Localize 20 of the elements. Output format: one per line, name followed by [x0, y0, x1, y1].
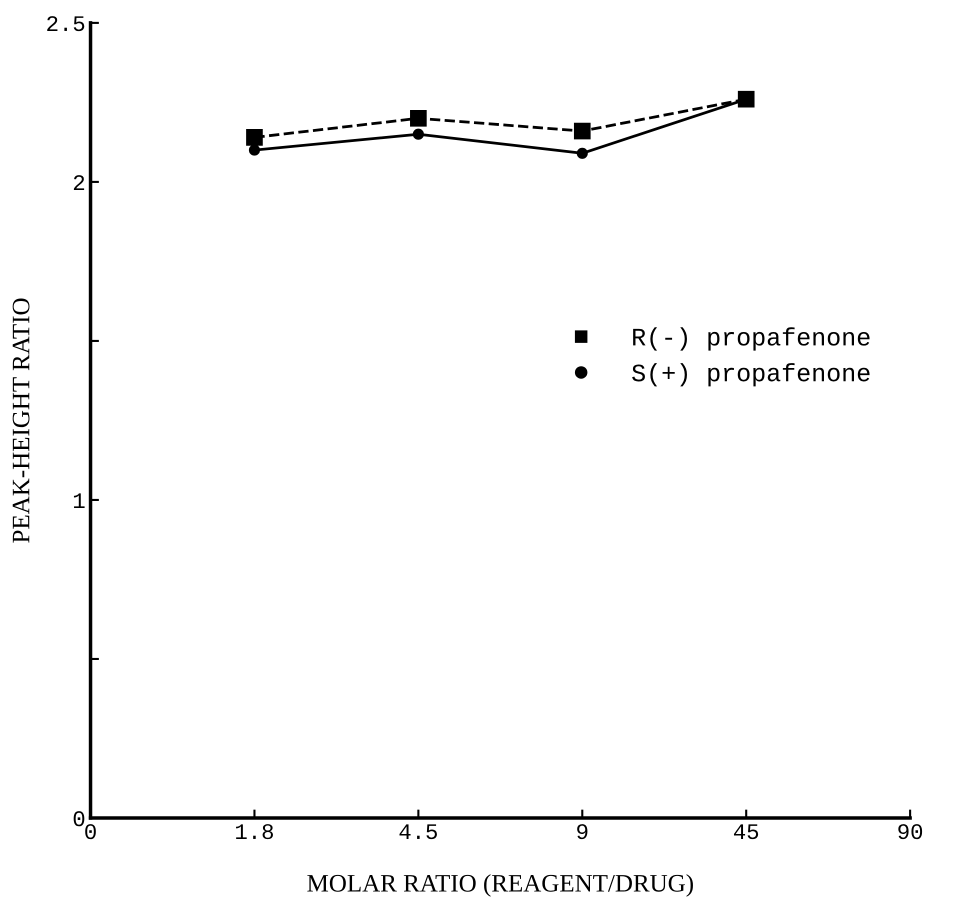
x-axis-title: MOLAR RATIO (REAGENT/DRUG) [307, 874, 693, 897]
y-axis-title: PEAK-HEIGHT RATIO [12, 298, 30, 543]
x-tick-label: 1.8 [236, 824, 273, 840]
y-tick-label: 0 [74, 811, 84, 826]
point [574, 122, 591, 140]
y-tick-label: 2.5 [47, 16, 84, 32]
x-tick-label: 9 [577, 824, 588, 840]
x-tick-label: 90 [898, 824, 922, 840]
legend-label: R(-) propafenone [633, 327, 870, 351]
point [412, 128, 424, 140]
y-tick-label: 1 [74, 493, 85, 508]
point [246, 129, 263, 146]
x-tick-label: 0 [85, 824, 96, 840]
y-tick-label: 2 [74, 175, 84, 190]
x-tick-label: 4.5 [399, 824, 437, 840]
legend-label: S(+) propafenone [632, 363, 870, 386]
point [410, 110, 427, 127]
x-tick-label: 45 [734, 824, 758, 840]
point [248, 144, 260, 156]
point [576, 148, 588, 159]
